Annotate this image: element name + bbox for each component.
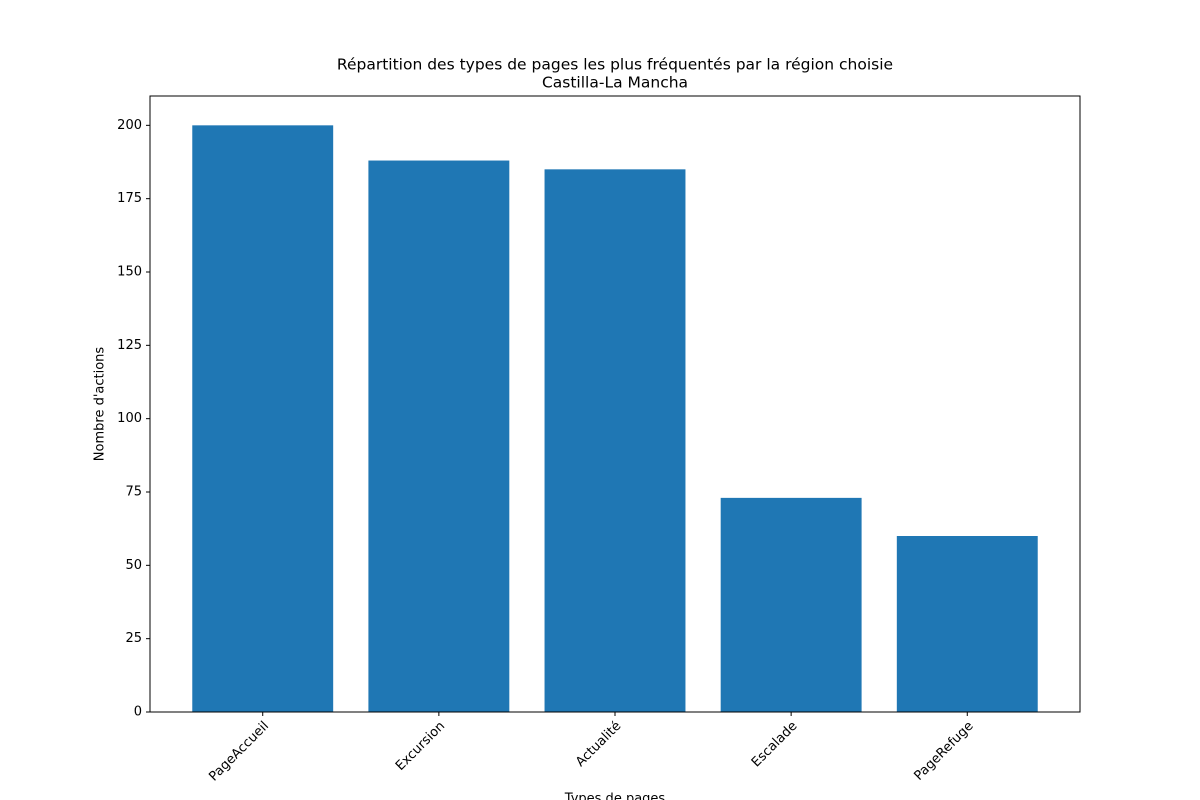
- chart-subtitle: Castilla-La Mancha: [542, 74, 688, 92]
- y-tick-label: 0: [134, 705, 142, 720]
- y-tick-label: 200: [117, 118, 142, 133]
- bar: [192, 125, 334, 713]
- y-tick-label: 25: [125, 631, 142, 646]
- y-tick-label: 125: [117, 338, 142, 353]
- y-tick-label: 50: [125, 558, 142, 573]
- x-axis-label: Types de pages: [564, 792, 666, 800]
- bar: [896, 536, 1038, 712]
- bar: [544, 169, 686, 713]
- plot-frame: [149, 95, 1081, 713]
- chart-title: Répartition des types de pages les plus …: [337, 56, 893, 74]
- bar: [720, 497, 862, 712]
- bar: [368, 160, 510, 713]
- y-axis-label: Nombre d'actions: [93, 347, 108, 462]
- y-tick-label: 100: [117, 411, 142, 426]
- y-tick-label: 75: [125, 485, 142, 500]
- y-tick-label: 150: [117, 265, 142, 280]
- y-tick-label: 175: [117, 191, 142, 206]
